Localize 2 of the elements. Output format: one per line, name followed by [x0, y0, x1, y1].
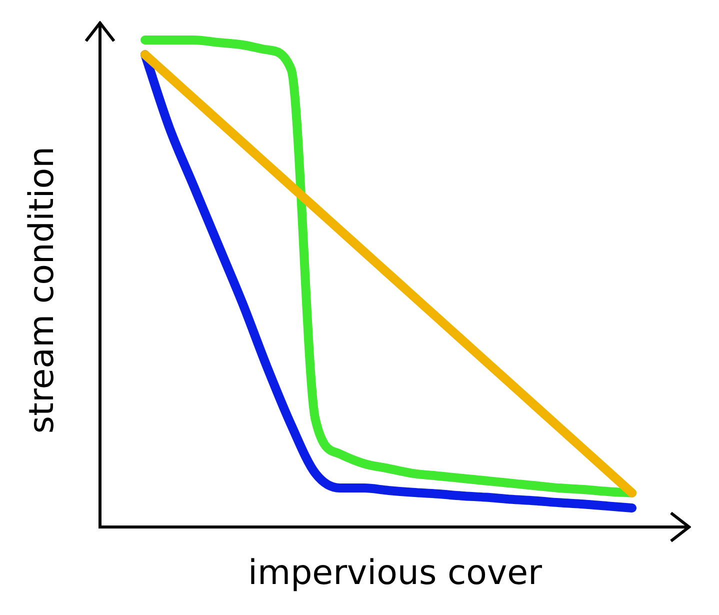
- y-axis-title: stream condition: [22, 146, 62, 434]
- x-axis-title: impervious cover: [247, 553, 543, 593]
